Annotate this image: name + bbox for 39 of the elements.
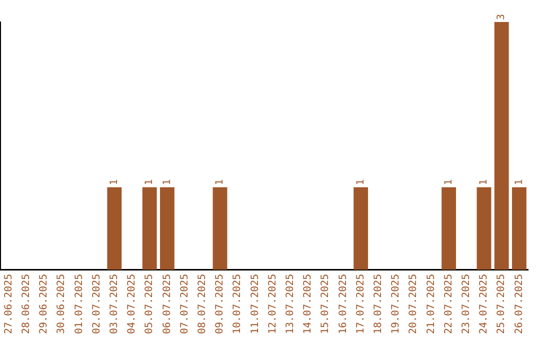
data-label: 1 — [144, 179, 156, 186]
data-label: 3 — [496, 14, 508, 20]
x-tick-label: 20.07.2025 — [408, 274, 420, 334]
x-tick-label: 07.07.2025 — [179, 274, 190, 334]
x-tick-label: 06.07.2025 — [162, 274, 173, 334]
x-tick-label: 04.07.2025 — [126, 274, 138, 334]
data-label: 1 — [355, 179, 366, 186]
x-tick-label: 15.07.2025 — [320, 274, 332, 334]
data-label: 1 — [478, 179, 490, 186]
data-label: 1 — [108, 179, 120, 186]
data-label: 1 — [214, 179, 226, 186]
x-tick-label: 24.07.2025 — [478, 274, 490, 334]
x-tick-label: 02.07.2025 — [91, 274, 102, 334]
data-label: 1 — [162, 179, 173, 186]
x-tick-label: 14.07.2025 — [302, 274, 314, 334]
x-tick-label: 12.07.2025 — [267, 274, 278, 334]
x-tick-label: 11.07.2025 — [250, 274, 261, 334]
x-tick-label: 08.07.2025 — [196, 274, 208, 334]
x-tick-label: 09.07.2025 — [214, 274, 226, 334]
data-label: 1 — [443, 179, 454, 186]
x-tick-label: 05.07.2025 — [144, 274, 156, 334]
x-tick-label: 13.07.2025 — [284, 274, 296, 334]
x-tick-label: 30.06.2025 — [56, 274, 68, 334]
x-tick-label: 21.07.2025 — [426, 274, 437, 334]
x-tick-label: 19.07.2025 — [390, 274, 402, 334]
x-tick-label: 10.07.2025 — [232, 274, 244, 334]
x-tick-label: 29.06.2025 — [38, 274, 50, 334]
x-tick-label: 22.07.2025 — [443, 274, 454, 334]
x-tick-label: 27.06.2025 — [3, 274, 14, 334]
x-tick-label: 18.07.2025 — [372, 274, 384, 334]
x-tick-label: 23.07.2025 — [460, 274, 472, 334]
x-tick-label: 17.07.2025 — [355, 274, 366, 334]
x-tick-label: 16.07.2025 — [338, 274, 349, 334]
data-label: 1 — [514, 179, 525, 186]
x-tick-label: 28.06.2025 — [20, 274, 32, 334]
x-tick-label: 01.07.2025 — [74, 274, 85, 334]
x-tick-label: 03.07.2025 — [108, 274, 120, 334]
x-tick-label: 25.07.2025 — [496, 274, 508, 334]
x-tick-label: 26.07.2025 — [514, 274, 525, 334]
